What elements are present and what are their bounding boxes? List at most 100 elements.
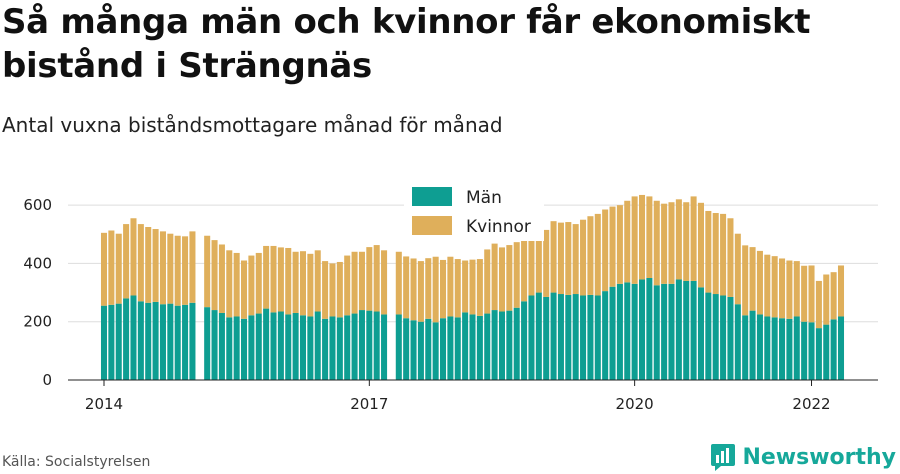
bar-kvinnor xyxy=(322,261,329,319)
bar-man xyxy=(543,296,550,380)
bar-kvinnor xyxy=(837,265,845,317)
bar-kvinnor xyxy=(263,245,270,309)
bar-kvinnor xyxy=(638,194,646,280)
bar-man xyxy=(675,279,682,380)
legend-label-man: Män xyxy=(466,188,502,208)
bar-man xyxy=(145,302,152,380)
x-tick-label: 2014 xyxy=(85,395,123,413)
bar-man xyxy=(358,310,365,380)
bar-man xyxy=(292,312,299,380)
bar-man xyxy=(535,292,542,380)
bar-kvinnor xyxy=(587,216,594,295)
bar-kvinnor xyxy=(381,250,388,315)
bar-man xyxy=(167,303,174,380)
bar-kvinnor xyxy=(543,229,550,297)
bar-man xyxy=(837,316,845,380)
bar-man xyxy=(432,322,439,380)
bar-man xyxy=(742,315,749,380)
bar-kvinnor xyxy=(675,199,682,280)
bar-kvinnor xyxy=(403,256,410,319)
bar-man xyxy=(241,318,248,380)
legend-swatch-man xyxy=(412,187,452,206)
brand-logo: Newsworthy xyxy=(710,440,896,474)
bar-kvinnor xyxy=(572,224,579,295)
bar-kvinnor xyxy=(756,250,763,315)
bar-man xyxy=(557,294,564,380)
bar-kvinnor xyxy=(130,218,137,296)
bar-man xyxy=(720,295,727,380)
bar-kvinnor xyxy=(167,233,174,304)
bar-kvinnor xyxy=(351,251,358,314)
bar-kvinnor xyxy=(204,235,211,308)
bar-man xyxy=(469,314,476,380)
bar-kvinnor xyxy=(550,221,557,293)
bar-man xyxy=(690,280,697,380)
bar-man xyxy=(108,304,115,380)
bar-kvinnor xyxy=(801,265,808,322)
bar-kvinnor xyxy=(690,196,697,281)
bar-kvinnor xyxy=(594,213,601,296)
bar-kvinnor xyxy=(712,213,719,295)
bar-kvinnor xyxy=(417,261,424,322)
bar-kvinnor xyxy=(697,202,704,288)
bar-kvinnor xyxy=(476,259,483,316)
bar-kvinnor xyxy=(727,218,734,297)
source-note: Källa: Socialstyrelsen xyxy=(2,454,151,470)
bar-kvinnor xyxy=(314,250,321,312)
bar-kvinnor xyxy=(115,233,122,304)
bar-man xyxy=(572,294,579,380)
brand-name: Newsworthy xyxy=(742,444,896,470)
legend-label-kvinnor: Kvinnor xyxy=(466,217,531,237)
bar-man xyxy=(152,301,159,380)
bar-kvinnor xyxy=(535,225,542,293)
bar-kvinnor xyxy=(329,263,336,317)
bar-man xyxy=(211,310,218,380)
bar-man xyxy=(447,316,454,380)
bar-kvinnor xyxy=(395,251,402,315)
bar-kvinnor xyxy=(565,222,572,295)
bar-man xyxy=(373,311,380,380)
bar-kvinnor xyxy=(616,205,623,284)
bar-man xyxy=(255,313,262,380)
bar-kvinnor xyxy=(513,242,520,308)
legend-swatch-kvinnor xyxy=(412,216,452,235)
x-tick-label: 2020 xyxy=(616,395,654,413)
bar-kvinnor xyxy=(609,206,616,287)
bar-kvinnor xyxy=(808,265,815,323)
bar-man xyxy=(661,283,668,380)
bar-man xyxy=(403,318,410,380)
bar-man xyxy=(616,283,623,380)
bar-man xyxy=(705,292,712,380)
bar-kvinnor xyxy=(454,259,461,318)
bar-kvinnor xyxy=(506,245,513,311)
bar-man xyxy=(697,287,704,380)
bar-kvinnor xyxy=(425,258,432,319)
bar-kvinnor xyxy=(277,247,284,312)
bar-man xyxy=(712,294,719,380)
bar-man xyxy=(771,317,778,380)
bar-man xyxy=(808,322,815,380)
bar-kvinnor xyxy=(631,196,638,284)
bar-kvinnor xyxy=(469,259,476,315)
bar-kvinnor xyxy=(742,245,749,316)
bar-man xyxy=(476,315,483,380)
bar-kvinnor xyxy=(830,272,837,320)
bar-kvinnor xyxy=(152,229,159,302)
bar-chart-logo-icon xyxy=(711,444,736,471)
bar-man xyxy=(130,295,137,380)
bar-man xyxy=(344,315,351,380)
bar-kvinnor xyxy=(233,252,240,317)
bar-man xyxy=(277,311,284,380)
bar-kvinnor xyxy=(123,224,130,299)
bar-man xyxy=(159,304,166,380)
bar-man xyxy=(587,294,594,380)
bar-kvinnor xyxy=(462,260,469,313)
bar-man xyxy=(174,305,181,380)
bar-kvinnor xyxy=(211,240,218,311)
bar-man xyxy=(668,283,675,380)
bar-man xyxy=(646,278,653,380)
bar-man xyxy=(462,312,469,380)
bar-kvinnor xyxy=(484,249,491,314)
bar-man xyxy=(395,314,402,380)
